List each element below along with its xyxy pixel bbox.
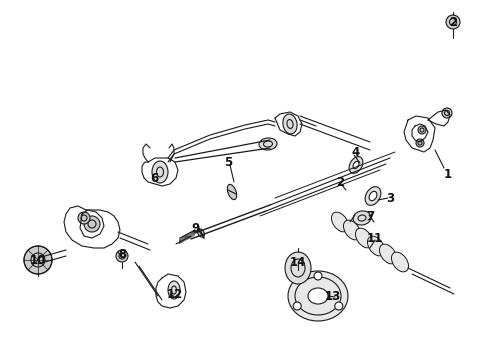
Ellipse shape <box>391 252 407 272</box>
Text: 2: 2 <box>335 176 344 189</box>
Text: 4: 4 <box>351 145 359 158</box>
Circle shape <box>116 250 128 262</box>
Text: 1: 1 <box>443 168 451 181</box>
Text: 11: 11 <box>366 231 382 244</box>
Ellipse shape <box>348 157 362 174</box>
Text: 3: 3 <box>385 192 393 204</box>
Ellipse shape <box>285 252 310 284</box>
Text: 8: 8 <box>118 248 126 261</box>
Ellipse shape <box>368 191 376 201</box>
Circle shape <box>415 139 423 147</box>
Ellipse shape <box>227 184 236 200</box>
Ellipse shape <box>259 138 276 150</box>
Text: 14: 14 <box>289 256 305 269</box>
Circle shape <box>441 108 451 118</box>
Ellipse shape <box>197 229 204 237</box>
Circle shape <box>417 126 425 134</box>
Ellipse shape <box>352 211 370 225</box>
Ellipse shape <box>343 220 360 240</box>
Ellipse shape <box>331 212 348 232</box>
Text: 12: 12 <box>166 288 183 302</box>
Circle shape <box>313 272 321 280</box>
Ellipse shape <box>352 161 358 169</box>
Text: 5: 5 <box>224 157 232 170</box>
Ellipse shape <box>152 161 168 183</box>
Circle shape <box>84 216 100 232</box>
Ellipse shape <box>355 228 372 248</box>
Ellipse shape <box>168 281 180 299</box>
Text: 10: 10 <box>30 253 46 266</box>
Ellipse shape <box>379 244 396 264</box>
Ellipse shape <box>283 114 297 134</box>
Circle shape <box>445 15 459 29</box>
Text: 9: 9 <box>191 221 200 234</box>
Text: 7: 7 <box>365 210 373 222</box>
Ellipse shape <box>287 271 347 321</box>
Ellipse shape <box>365 186 380 205</box>
Text: 13: 13 <box>324 289 341 302</box>
Ellipse shape <box>366 236 384 256</box>
Circle shape <box>78 212 90 224</box>
Text: 2: 2 <box>448 15 456 28</box>
Text: 6: 6 <box>149 171 158 184</box>
Circle shape <box>334 302 342 310</box>
Circle shape <box>24 246 52 274</box>
Circle shape <box>293 302 301 310</box>
Ellipse shape <box>307 288 327 304</box>
